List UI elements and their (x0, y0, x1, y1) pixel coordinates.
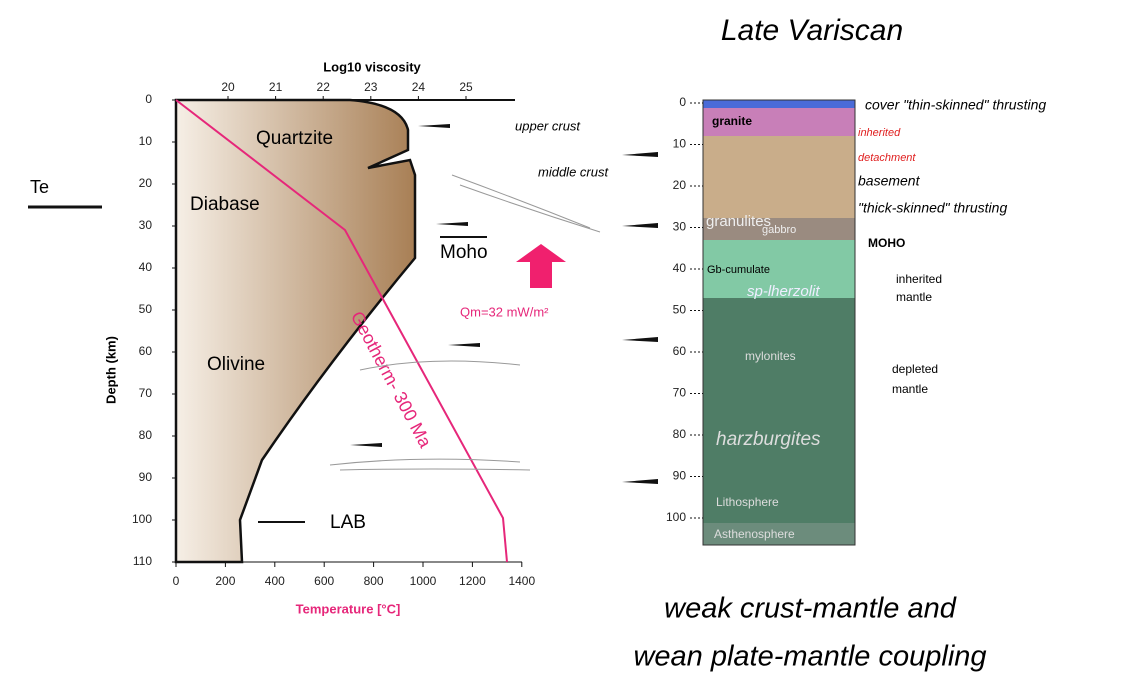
column-label: sp-lherzolit (747, 283, 820, 300)
column-label: gabbro (762, 224, 796, 236)
bottom-axis-label: Temperature [°C] (296, 601, 401, 616)
top-axis-label: Log10 viscosity (323, 59, 421, 74)
viscosity-tick-label: 23 (364, 80, 378, 94)
depth-tick-label: 70 (673, 386, 687, 400)
depth-tick-label: 20 (139, 176, 153, 190)
viscosity-tick-label: 22 (317, 80, 331, 94)
temperature-tick-label: 600 (314, 574, 334, 588)
viscosity-tick-label: 25 (459, 80, 473, 94)
crust-label: middle crust (538, 164, 609, 179)
temperature-tick-label: 1000 (410, 574, 437, 588)
depth-tick-label: 50 (139, 302, 153, 316)
shear-zones (329, 174, 601, 471)
depth-tick-label: 90 (673, 469, 687, 483)
temperature-tick-label: 800 (364, 574, 384, 588)
depth-tick-label: 30 (139, 218, 153, 232)
depth-tick-label: 20 (673, 178, 687, 192)
temperature-tick-label: 1200 (459, 574, 486, 588)
column-label: granulites (706, 213, 771, 230)
annotation: MOHO (868, 236, 905, 250)
column-label: harzburgites (716, 429, 821, 450)
depth-tick-label: 100 (666, 510, 686, 524)
crust-label: upper crust (515, 118, 581, 133)
annotation: mantle (892, 382, 928, 396)
depth-tick-label: 80 (673, 427, 687, 441)
layer-label: Olivine (207, 354, 265, 375)
depth-tick-label: 10 (673, 137, 687, 151)
depth-tick-label: 30 (673, 220, 687, 234)
depth-tick-label: 10 (139, 134, 153, 148)
viscosity-tick-label: 24 (412, 80, 426, 94)
depth-tick-label: 80 (139, 428, 153, 442)
strength-envelope (174, 98, 417, 564)
depth-tick-label: 0 (679, 95, 686, 109)
depth-tick-label: 60 (673, 344, 687, 358)
depth-tick-label: 0 (145, 92, 152, 106)
title: Late Variscan (721, 14, 903, 47)
caption: wean plate-mantle coupling (633, 641, 986, 673)
viscosity-tick-label: 21 (269, 80, 283, 94)
annotation: inherited (896, 272, 942, 286)
depth-tick-label: 60 (139, 344, 153, 358)
geotherm (175, 99, 508, 563)
layer-label: Quartzite (256, 128, 333, 149)
caption: weak crust-mantle and (664, 593, 957, 625)
annotation: "thick-skinned" thrusting (858, 200, 1007, 216)
column-label: Asthenosphere (714, 527, 795, 541)
red-label: detachment (858, 152, 916, 164)
geotherm-label: Geotherm- 300 Ma (347, 308, 436, 452)
heat-flow-label: Qm=32 mW/m² (460, 304, 549, 319)
depth-axis-label: Depth (km) (103, 336, 118, 404)
temperature-tick-label: 0 (173, 574, 180, 588)
temperature-tick-label: 200 (215, 574, 235, 588)
annotation: basement (858, 173, 921, 189)
annotation: depleted (892, 362, 938, 376)
depth-tick-label: 40 (139, 260, 153, 274)
strat-column (702, 99, 856, 546)
annotation: cover "thin-skinned" thrusting (865, 97, 1046, 113)
depth-tick-label: 100 (132, 512, 152, 526)
depth-tick-label: 90 (139, 470, 153, 484)
moho-label: Moho (440, 242, 488, 263)
viscosity-tick-label: 20 (221, 80, 235, 94)
te-label: Te (30, 177, 49, 197)
fault-arrows (350, 124, 658, 484)
column-label: Gb-cumulate (707, 264, 770, 276)
column-label: granite (712, 114, 752, 128)
depth-tick-label: 70 (139, 386, 153, 400)
depth-tick-label: 40 (673, 261, 687, 275)
lab-label: LAB (330, 512, 366, 533)
column-label: mylonites (745, 349, 796, 363)
column-label: Lithosphere (716, 495, 779, 509)
temperature-tick-label: 400 (265, 574, 285, 588)
red-label: inherited (858, 127, 901, 139)
layer-label: Diabase (190, 194, 260, 215)
heat-flow-arrow (516, 244, 566, 288)
temperature-tick-label: 1400 (508, 574, 535, 588)
annotation: mantle (896, 290, 932, 304)
depth-tick-label: 50 (673, 303, 687, 317)
depth-tick-label: 110 (133, 554, 152, 568)
